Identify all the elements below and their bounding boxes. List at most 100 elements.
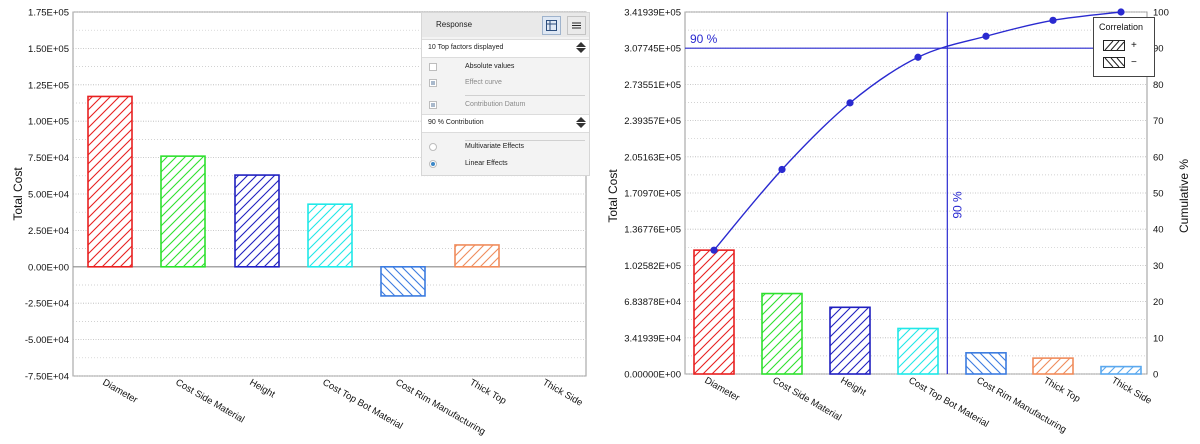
y-tick-label: -7.50E+04 [25, 372, 69, 383]
top-factors-stepper[interactable] [574, 41, 587, 56]
y-tick-label: 2.05163E+05 [624, 152, 681, 163]
pareto-chart: 3.41939E+05 3.07745E+05 2.73551E+05 2.39357… [606, 8, 1191, 436]
y2-tick-label: 10 [1153, 333, 1164, 344]
cumulative-point[interactable] [846, 99, 854, 107]
positive-hatch-swatch [1103, 40, 1125, 51]
legend-title: Correlation [1099, 22, 1144, 32]
bar[interactable] [897, 327, 939, 375]
y-tick-label: 1.02582E+05 [624, 261, 681, 272]
absolute-values-option[interactable]: Absolute values [422, 59, 589, 76]
bar[interactable] [829, 306, 871, 375]
y-tick-label: 6.83878E+04 [624, 297, 681, 308]
bar[interactable] [87, 95, 133, 268]
y-tick-label: 5.00E+04 [28, 190, 69, 201]
table-view-button[interactable] [542, 16, 561, 35]
y2-tick-label: 100 [1153, 8, 1169, 19]
x-tick-label: Height [248, 377, 278, 400]
correlation-legend: Correlation + − [1093, 17, 1155, 77]
linear-effects-label: Linear Effects [465, 160, 508, 167]
y-tick-label: 1.25E+05 [28, 80, 69, 91]
bar[interactable] [965, 352, 1007, 375]
contribution-datum-option[interactable]: Contribution Datum [422, 97, 589, 114]
panel-header: Response [422, 13, 589, 37]
effect-curve-label: Effect curve [465, 79, 502, 86]
y2-tick-label: 30 [1153, 261, 1164, 272]
cumulative-point[interactable] [982, 32, 990, 40]
x-tick-label: Thick Side [1110, 375, 1154, 407]
threshold-label-vertical: 90 % [950, 191, 964, 219]
legend-label-negative: − [1131, 57, 1137, 68]
y-tick-label: -2.50E+04 [25, 299, 69, 310]
linear-effects-radio[interactable] [429, 160, 437, 168]
legend-label-positive: + [1131, 40, 1137, 51]
cumulative-point[interactable] [778, 165, 786, 174]
bar[interactable] [380, 265, 426, 297]
absolute-values-checkbox[interactable] [429, 63, 437, 71]
bar[interactable] [693, 249, 735, 375]
x-tick-label: Thick Side [541, 377, 585, 409]
multivariate-effects-option[interactable]: Multivariate Effects [422, 139, 589, 156]
legend-item-negative: − [1103, 57, 1151, 69]
y-tick-label: 2.50E+04 [28, 226, 69, 237]
panel-separator [465, 140, 585, 141]
bar[interactable] [1100, 365, 1142, 375]
y-tick-label: 0.00E+00 [28, 262, 69, 273]
y-axis-label: Total Cost [606, 169, 620, 223]
y2-tick-label: 60 [1153, 152, 1164, 163]
contribution-field[interactable]: 90 % Contribution [422, 114, 589, 133]
bar[interactable] [454, 244, 500, 268]
x-tick-label: Height [839, 375, 869, 398]
multivariate-effects-radio[interactable] [429, 143, 437, 151]
bar[interactable] [761, 292, 803, 375]
top-factors-field[interactable]: 10 Top factors displayed [422, 39, 589, 58]
bar[interactable] [1032, 357, 1074, 375]
cumulative-point[interactable] [1049, 16, 1057, 24]
menu-icon [572, 22, 581, 29]
menu-button[interactable] [567, 16, 586, 35]
x-tick-label: Cost Side Material [174, 377, 247, 425]
y-axis-label: Total Cost [11, 167, 25, 221]
cumulative-point[interactable] [1117, 8, 1125, 16]
contribution-stepper[interactable] [574, 116, 587, 131]
cumulative-point[interactable] [710, 246, 718, 254]
y-tick-label: 3.07745E+05 [624, 44, 681, 55]
negative-hatch-swatch [1103, 57, 1125, 68]
y-tick-label: 1.50E+05 [28, 44, 69, 55]
y2-axis-label: Cumulative % [1177, 159, 1191, 233]
top-factors-value: 10 Top factors displayed [428, 44, 504, 51]
y-tick-label: 3.41939E+05 [624, 8, 681, 19]
legend-item-positive: + [1103, 40, 1151, 52]
x-tick-label: Thick Top [1042, 375, 1083, 405]
x-tick-label: Diameter [101, 377, 140, 406]
y-tick-label: 2.39357E+05 [624, 116, 681, 127]
y2-tick-label: 50 [1153, 189, 1164, 200]
y-tick-label: 0.00000E+00 [624, 370, 681, 381]
y2-tick-label: 80 [1153, 80, 1164, 91]
y-tick-label: 1.36776E+05 [624, 225, 681, 236]
response-label: Response [436, 20, 473, 29]
y-tick-label: 7.50E+04 [28, 153, 69, 164]
y-tick-label: 1.00E+05 [28, 117, 69, 128]
x-tick-label: Cost Top Bot Material [321, 377, 405, 432]
cumulative-point[interactable] [914, 53, 922, 61]
effect-curve-option[interactable]: Effect curve [422, 75, 589, 92]
response-options-panel: Response 10 Top factors displayed Absolu… [421, 12, 590, 176]
y-tick-label: 2.73551E+05 [624, 80, 681, 91]
y2-tick-label: 70 [1153, 116, 1164, 127]
y2-tick-label: 0 [1153, 370, 1158, 381]
threshold-label-horizontal: 90 % [690, 32, 718, 46]
contribution-datum-checkbox[interactable] [429, 101, 437, 109]
x-tick-label: Cost Side Material [771, 375, 844, 423]
effect-curve-checkbox[interactable] [429, 79, 437, 87]
bar[interactable] [160, 155, 206, 268]
y2-tick-label: 90 [1153, 44, 1164, 55]
contribution-datum-label: Contribution Datum [465, 101, 526, 108]
bar[interactable] [234, 174, 280, 268]
y2-tick-label: 40 [1153, 225, 1164, 236]
linear-effects-option[interactable]: Linear Effects [422, 156, 589, 173]
y-tick-label: -5.00E+04 [25, 335, 69, 346]
x-tick-label: Thick Top [468, 377, 509, 407]
y2-tick-label: 20 [1153, 297, 1164, 308]
bar[interactable] [307, 203, 353, 268]
y-tick-label: 1.75E+05 [28, 8, 69, 19]
